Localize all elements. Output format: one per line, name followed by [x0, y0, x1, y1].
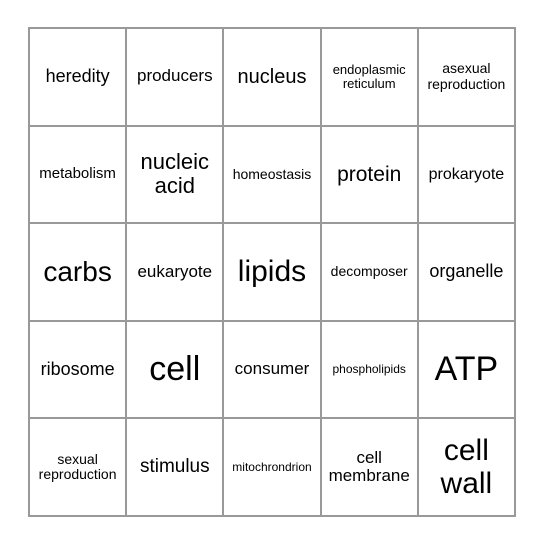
- bingo-cell-5: metabolism: [29, 126, 126, 224]
- bingo-cell-0: heredity: [29, 28, 126, 126]
- bingo-cell-1: producers: [126, 28, 223, 126]
- bingo-cell-8: protein: [321, 126, 418, 224]
- bingo-cell-3: endoplasmic reticulum: [321, 28, 418, 126]
- bingo-cell-12: lipids: [223, 223, 320, 321]
- bingo-cell-16: cell: [126, 321, 223, 419]
- bingo-cell-6: nucleic acid: [126, 126, 223, 224]
- bingo-cell-17: consumer: [223, 321, 320, 419]
- bingo-cell-2: nucleus: [223, 28, 320, 126]
- bingo-cell-18: phospholipids: [321, 321, 418, 419]
- bingo-cell-24: cell wall: [418, 418, 515, 516]
- bingo-cell-9: prokaryote: [418, 126, 515, 224]
- bingo-cell-14: organelle: [418, 223, 515, 321]
- bingo-cell-20: sexual reproduction: [29, 418, 126, 516]
- bingo-cell-23: cell membrane: [321, 418, 418, 516]
- bingo-cell-21: stimulus: [126, 418, 223, 516]
- bingo-cell-15: ribosome: [29, 321, 126, 419]
- bingo-cell-4: asexual reproduction: [418, 28, 515, 126]
- bingo-cell-22: mitochrondrion: [223, 418, 320, 516]
- bingo-cell-13: decomposer: [321, 223, 418, 321]
- bingo-cell-7: homeostasis: [223, 126, 320, 224]
- bingo-cell-10: carbs: [29, 223, 126, 321]
- bingo-grid: heredityproducersnucleusendoplasmic reti…: [28, 27, 516, 517]
- bingo-cell-19: ATP: [418, 321, 515, 419]
- bingo-cell-11: eukaryote: [126, 223, 223, 321]
